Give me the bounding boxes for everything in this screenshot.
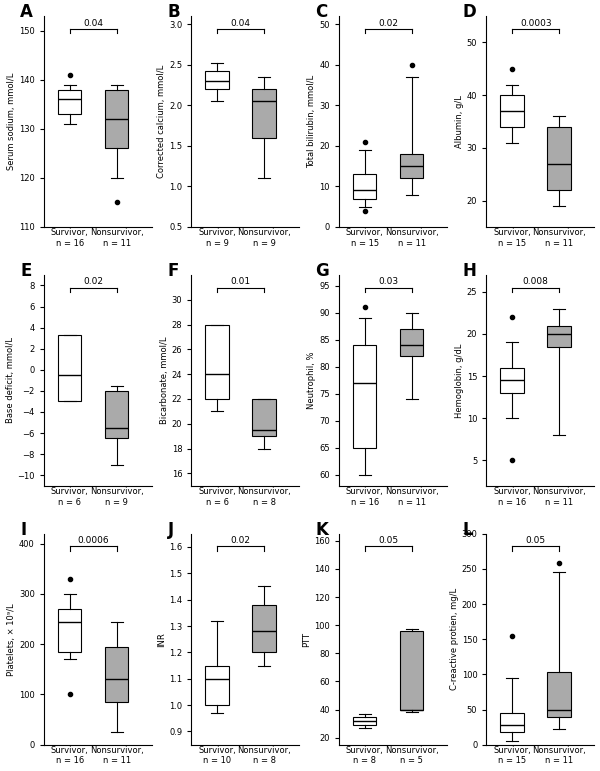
Text: 0.05: 0.05: [378, 537, 398, 545]
Y-axis label: Hemoglobin, g/dL: Hemoglobin, g/dL: [455, 343, 464, 418]
Text: C: C: [315, 3, 328, 22]
Text: A: A: [20, 3, 33, 22]
Text: H: H: [463, 262, 476, 280]
Y-axis label: Platelets, × 10⁹/L: Platelets, × 10⁹/L: [7, 603, 16, 675]
PathPatch shape: [353, 174, 376, 199]
Text: 0.02: 0.02: [83, 278, 103, 287]
PathPatch shape: [58, 89, 82, 114]
Text: F: F: [167, 262, 179, 280]
PathPatch shape: [400, 154, 424, 178]
Text: E: E: [20, 262, 31, 280]
Text: 0.008: 0.008: [523, 278, 548, 287]
PathPatch shape: [500, 713, 524, 732]
Text: 0.01: 0.01: [230, 278, 251, 287]
PathPatch shape: [105, 647, 128, 702]
PathPatch shape: [205, 665, 229, 705]
PathPatch shape: [353, 716, 376, 725]
Text: 0.04: 0.04: [230, 19, 251, 28]
Text: 0.02: 0.02: [378, 19, 398, 28]
Text: J: J: [167, 521, 174, 539]
Text: I: I: [20, 521, 26, 539]
PathPatch shape: [547, 672, 571, 716]
PathPatch shape: [500, 368, 524, 393]
Text: D: D: [463, 3, 476, 22]
Text: 0.04: 0.04: [83, 19, 103, 28]
Y-axis label: Base deficit, mmol/L: Base deficit, mmol/L: [5, 338, 14, 423]
PathPatch shape: [205, 71, 229, 89]
PathPatch shape: [353, 345, 376, 448]
PathPatch shape: [500, 95, 524, 126]
Text: G: G: [315, 262, 329, 280]
PathPatch shape: [253, 89, 276, 138]
PathPatch shape: [400, 631, 424, 709]
PathPatch shape: [547, 325, 571, 347]
Y-axis label: Corrected calcium, mmol/L: Corrected calcium, mmol/L: [157, 65, 166, 178]
Y-axis label: Total bilirubin, mmol/L: Total bilirubin, mmol/L: [307, 75, 316, 168]
PathPatch shape: [58, 609, 82, 651]
Text: 0.05: 0.05: [526, 537, 546, 545]
Text: 0.0003: 0.0003: [520, 19, 551, 28]
PathPatch shape: [253, 399, 276, 436]
Y-axis label: Neutrophil, %: Neutrophil, %: [307, 352, 316, 409]
PathPatch shape: [547, 126, 571, 190]
PathPatch shape: [205, 325, 229, 399]
Y-axis label: Bicarbonate, mmol/L: Bicarbonate, mmol/L: [160, 337, 169, 424]
Text: 0.0006: 0.0006: [77, 537, 109, 545]
Text: K: K: [315, 521, 328, 539]
Text: L: L: [463, 521, 473, 539]
Text: B: B: [167, 3, 180, 22]
PathPatch shape: [253, 605, 276, 652]
PathPatch shape: [105, 391, 128, 439]
PathPatch shape: [105, 89, 128, 149]
Text: 0.02: 0.02: [230, 537, 251, 545]
Y-axis label: PTT: PTT: [302, 631, 311, 647]
Text: 0.03: 0.03: [378, 278, 398, 287]
Y-axis label: C-reactive protien, mg/L: C-reactive protien, mg/L: [450, 588, 459, 690]
PathPatch shape: [400, 329, 424, 356]
Y-axis label: Serum sodium, mmol/L: Serum sodium, mmol/L: [7, 72, 16, 170]
Y-axis label: Albumin, g/L: Albumin, g/L: [455, 95, 464, 148]
Y-axis label: INR: INR: [157, 631, 166, 647]
PathPatch shape: [58, 335, 82, 402]
